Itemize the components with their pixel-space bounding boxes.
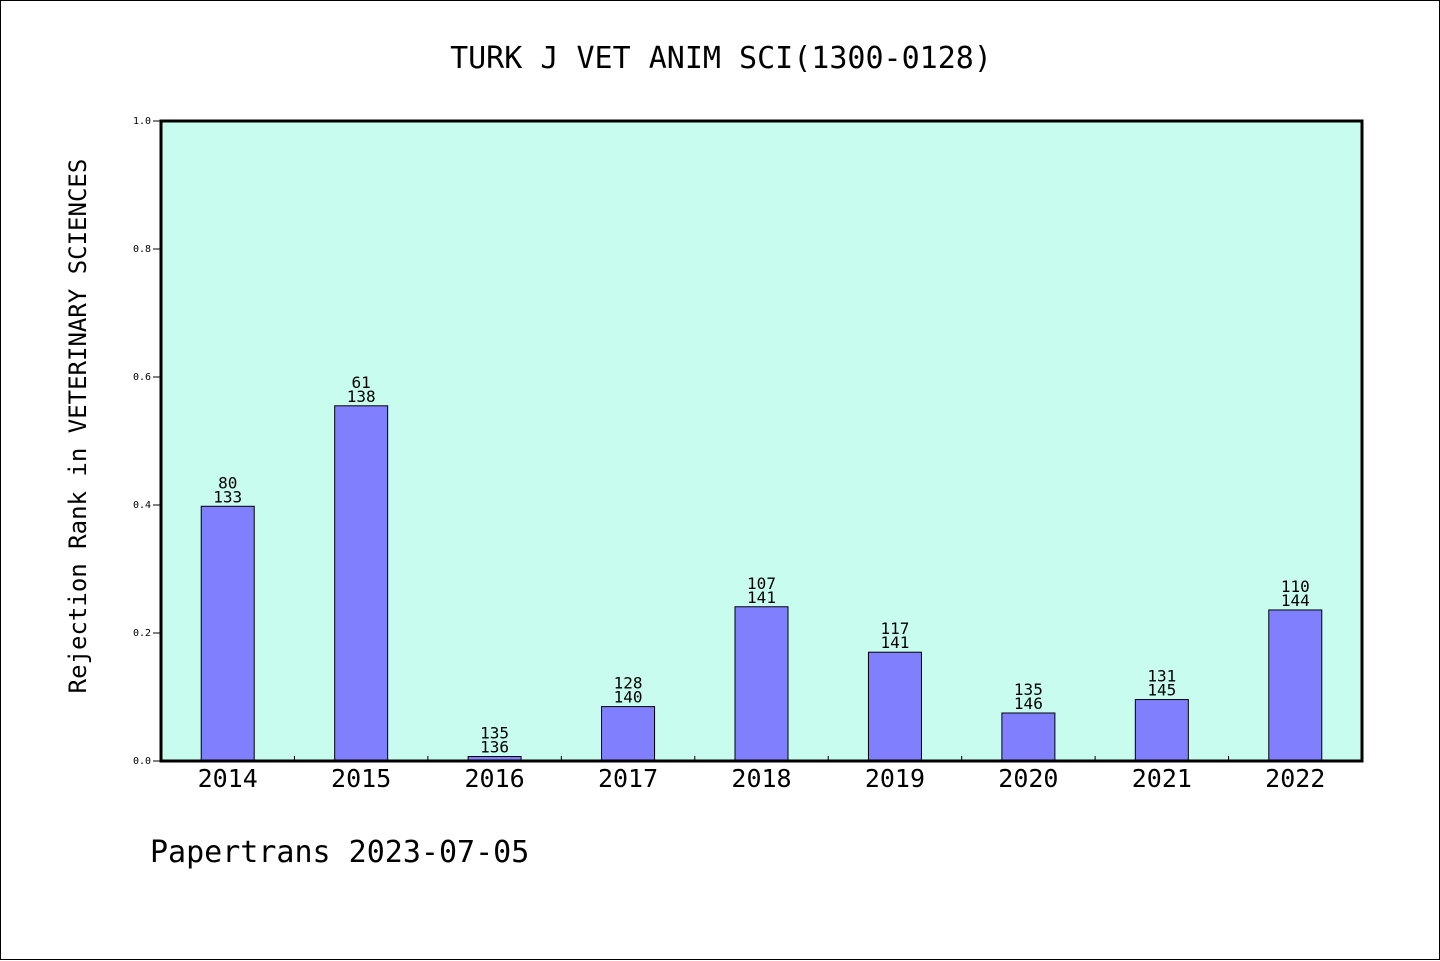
x-tick-label-2019: 2019 (865, 764, 925, 793)
x-tick-label-2017: 2017 (598, 764, 658, 793)
data-label-2017-top: 128 (614, 674, 643, 693)
data-label-2015-top: 61 (352, 373, 371, 392)
x-tick-label-2022: 2022 (1265, 764, 1325, 793)
footer-source-date: Papertrans 2023-07-05 (150, 835, 530, 870)
data-label-2021-bottom: 145 (1147, 681, 1176, 700)
bar-2019 (867, 651, 922, 762)
y-tick-label: 0.6 (133, 372, 151, 383)
data-label-2022-top: 110 (1281, 577, 1310, 596)
bars-layer (200, 405, 1323, 762)
y-tick-label: 0.0 (133, 756, 151, 767)
plot-border (159, 119, 1364, 763)
data-label-2016-top: 135 (480, 724, 509, 743)
data-label-2020-top: 135 (1014, 680, 1043, 699)
x-tick-label-2015: 2015 (331, 764, 391, 793)
data-label-2019-bottom: 141 (880, 633, 909, 652)
bar-2022 (1268, 609, 1323, 762)
bar-2014 (200, 505, 255, 762)
x-axis: 2014 2015 2016 2017 2018 2019 2020 2021 2022 (198, 756, 1325, 793)
data-label-2018-top: 107 (747, 574, 776, 593)
data-labels-layer: 8013361138135136128140107141117141135146… (213, 373, 1309, 757)
y-tick-label: 0.8 (133, 244, 151, 255)
bar-2021 (1134, 699, 1189, 762)
y-tick-label: 1.0 (133, 116, 151, 127)
chart-title: TURK J VET ANIM SCI(1300-0128) (450, 41, 992, 76)
data-label-2016-bottom: 136 (480, 738, 509, 757)
x-tick-label-2021: 2021 (1132, 764, 1192, 793)
x-tick-label-2014: 2014 (198, 764, 258, 793)
data-label-2021-top: 131 (1147, 667, 1176, 686)
data-label-2015-bottom: 138 (347, 387, 376, 406)
data-label-2014-top: 80 (218, 473, 237, 492)
y-axis: 0.0 0.2 0.4 0.6 0.8 1.0 (133, 116, 161, 767)
x-tick-label-2018: 2018 (731, 764, 791, 793)
data-label-2019-top: 117 (880, 619, 909, 638)
data-label-2017-bottom: 140 (614, 688, 643, 707)
data-label-2018-bottom: 141 (747, 588, 776, 607)
y-tick-label: 0.2 (133, 628, 151, 639)
data-label-2022-bottom: 144 (1281, 591, 1310, 610)
x-tick-label-2020: 2020 (998, 764, 1058, 793)
bar-2018 (734, 606, 789, 762)
y-tick-label: 0.4 (133, 500, 151, 511)
y-axis-label: Rejection Rank in VETERINARY SCIENCES (64, 159, 92, 694)
data-label-2020-bottom: 146 (1014, 694, 1043, 713)
bar-2015 (334, 405, 389, 762)
data-label-2014-bottom: 133 (213, 487, 242, 506)
x-tick-label-2016: 2016 (465, 764, 525, 793)
bar-2017 (601, 706, 656, 762)
bar-2020 (1001, 712, 1056, 762)
